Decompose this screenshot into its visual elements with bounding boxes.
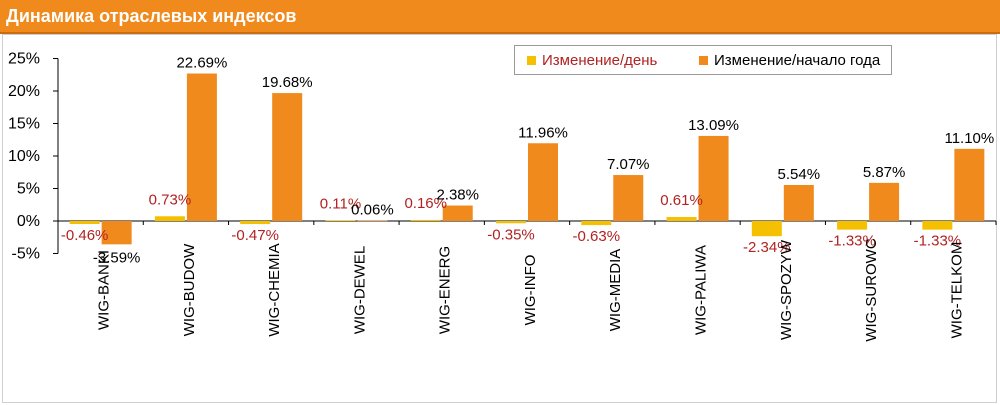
bar-ytd-wig-banki [101, 221, 132, 245]
bar-ytd-wig-energ [442, 205, 473, 221]
bar-ytd-wig-info [528, 143, 558, 221]
data-label-day: -2.34% [743, 239, 791, 256]
bar-ytd-wig-media [613, 175, 644, 221]
data-label-day: -0.47% [231, 227, 279, 244]
data-label-ytd: 2.38% [436, 187, 479, 204]
data-label-day: -0.63% [573, 228, 621, 245]
data-label-ytd: 11.96% [518, 124, 568, 141]
bar-day-wig-telkom [922, 221, 953, 230]
legend-item-day: Изменение/день [527, 52, 657, 69]
data-label-ytd: 13.09% [688, 117, 739, 134]
data-label-day: 0.11% [320, 195, 361, 212]
y-tick-label: 25% [8, 51, 40, 68]
category-label: WIG-MEDIA [607, 249, 624, 332]
bar-ytd-wig-chemia [272, 93, 303, 221]
data-label-day: -0.35% [487, 226, 535, 243]
data-label-day: -1.33% [914, 233, 962, 250]
legend: Изменение/день Изменение/начало года [514, 45, 892, 75]
data-label-day: 0.73% [149, 191, 192, 208]
bar-ytd-wig-surowc [869, 182, 900, 221]
bar-day-wig-chemia [240, 221, 271, 225]
category-label: WIG-TELKOM [948, 242, 965, 339]
data-label-ytd: 19.68% [262, 74, 313, 91]
data-label-day: -1.33% [828, 233, 876, 250]
legend-item-ytd: Изменение/начало года [699, 52, 880, 69]
category-label: WIG-ENERG [437, 246, 454, 334]
y-tick-label: 20% [8, 83, 40, 100]
legend-swatch-ytd [699, 56, 708, 65]
legend-label-day: Изменение/день [542, 52, 658, 69]
bar-day-wig-surowc [837, 221, 868, 230]
bar-ytd-wig-spozyw [783, 184, 814, 221]
bar-day-wig-banki [69, 221, 100, 224]
bar-day-wig-energ [410, 219, 441, 221]
category-label: WIG-DEWEL [351, 246, 368, 334]
category-label: WIG-SUROWC [863, 238, 880, 341]
data-label-day: 0.16% [404, 195, 447, 212]
data-label-ytd: 5.87% [863, 164, 906, 181]
category-label: WIG-INFO [522, 255, 539, 326]
bar-ytd-wig-paliwa [698, 135, 729, 221]
data-label-ytd: 11.10% [944, 130, 994, 147]
legend-swatch-day [527, 56, 536, 65]
y-tick-label: -5% [12, 246, 40, 263]
y-tick-label: 15% [8, 116, 40, 133]
legend-label-ytd: Изменение/начало года [714, 52, 881, 69]
chart-title: Динамика отраслевых индексов [6, 6, 297, 26]
bar-ytd-wig-dewel [357, 220, 388, 222]
category-label: WIG-BUDOW [181, 243, 198, 336]
data-label-ytd: 5.54% [778, 166, 821, 183]
category-label: WIG-BANKI [96, 250, 113, 330]
data-label-day: 0.61% [660, 192, 703, 209]
y-tick-label: 10% [8, 148, 40, 165]
data-label-ytd: 0.06% [351, 202, 394, 219]
chart-title-bar: Динамика отраслевых индексов [0, 0, 1000, 34]
data-label-ytd: 7.07% [607, 156, 650, 173]
y-tick-label: 0% [17, 213, 40, 230]
bar-day-wig-spozyw [751, 221, 782, 237]
bar-day-wig-media [581, 221, 612, 226]
data-label-ytd: 22.69% [176, 55, 227, 72]
chart-frame [2, 34, 997, 403]
category-label: WIG-PALIWA [693, 245, 710, 335]
bar-day-wig-info [496, 221, 526, 224]
y-tick-label: 5% [17, 181, 40, 198]
category-label: WIG-CHEMIA [266, 243, 283, 336]
data-label-day: -0.46% [61, 227, 109, 244]
bar-day-wig-budow [154, 216, 185, 221]
bar-day-wig-dewel [325, 220, 356, 221]
bar-ytd-wig-telkom [954, 148, 985, 221]
data-label-ytd: -3.59% [93, 249, 141, 266]
bar-ytd-wig-budow [186, 73, 217, 221]
category-label: WIG-SPOZYW [778, 239, 795, 340]
bar-day-wig-paliwa [666, 217, 697, 221]
